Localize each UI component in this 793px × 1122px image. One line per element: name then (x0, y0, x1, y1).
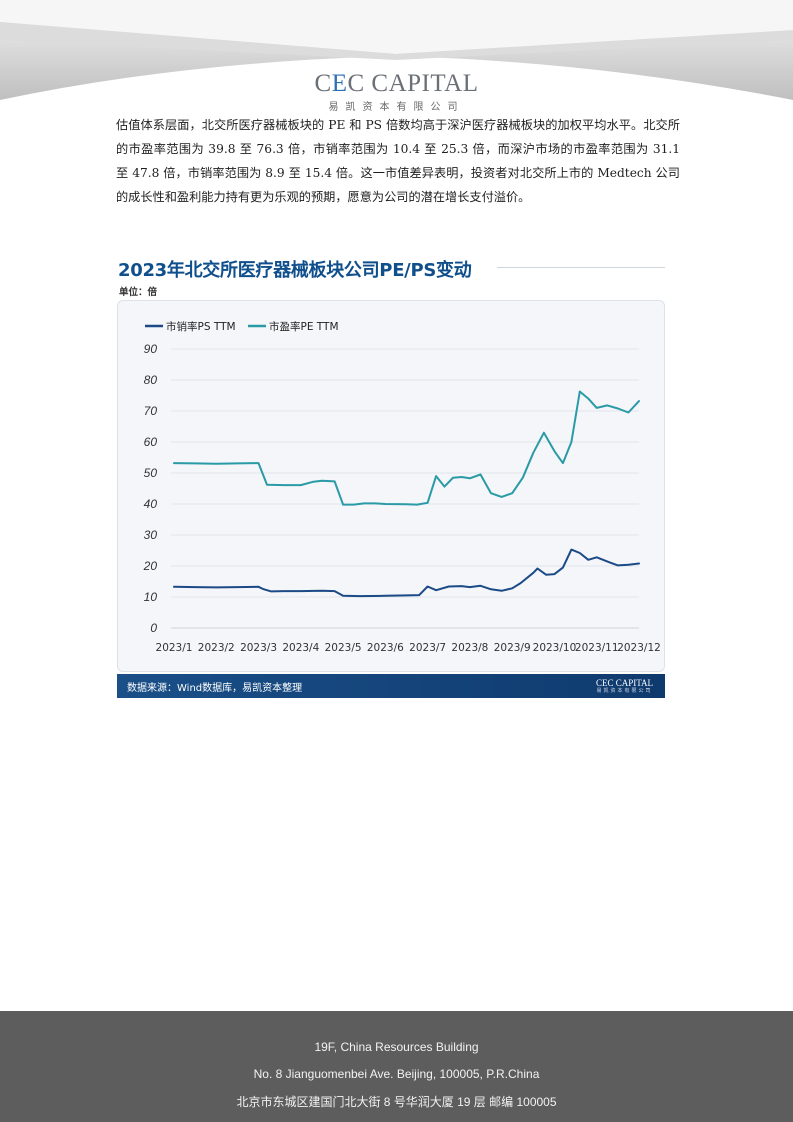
footer-address-line1: 19F, China Resources Building (314, 1040, 479, 1054)
source-bar: 数据来源：Wind数据库，易凯资本整理 CEC CAPITAL 易凯资本有限公司 (117, 674, 665, 698)
footer-address-line2: No. 8 Jianguomenbei Ave. Beijing, 100005… (253, 1067, 540, 1081)
y-tick-label: 0 (150, 621, 157, 635)
y-tick-label: 70 (144, 404, 158, 418)
x-tick-label: 2023/2 (198, 642, 235, 654)
x-tick-label: 2023/12 (617, 642, 661, 654)
x-tick-label: 2023/7 (409, 642, 446, 654)
x-tick-label: 2023/5 (325, 642, 362, 654)
source-note: 数据来源：Wind数据库，易凯资本整理 (127, 683, 303, 694)
x-tick-label: 2023/8 (451, 642, 488, 654)
legend-label: 市销率PS TTM (166, 320, 236, 333)
x-tick-label: 2023/6 (367, 642, 404, 654)
y-tick-label: 20 (143, 559, 158, 573)
y-tick-label: 10 (144, 590, 158, 604)
series-line-pe (173, 390, 640, 506)
chart-title: 2023年北交所医疗器械板块公司PE/PS变动 (118, 260, 472, 281)
body-paragraph: 估值体系层面，北交所医疗器械板块的 PE 和 PS 倍数均高于深沪医疗器械板块的… (116, 118, 680, 204)
y-tick-label: 40 (144, 497, 158, 511)
line-chart: 0 10 20 30 40 50 60 70 80 90 2023/1 2023/2 2023/3 202… (143, 320, 661, 654)
company-logo-subtitle: 易凯资本有限公司 (328, 102, 465, 113)
company-logo: CEC CAPITAL 易凯资本有限公司 (0, 70, 793, 113)
y-tick-label: 80 (144, 373, 158, 387)
chart-unit-label: 单位：倍 (119, 287, 158, 298)
title-divider (497, 267, 665, 268)
source-logo: CEC CAPITAL 易凯资本有限公司 (595, 678, 653, 694)
y-tick-label: 50 (144, 466, 158, 480)
x-tick-label: 2023/11 (575, 642, 619, 654)
chart-panel (117, 300, 665, 672)
x-tick-label: 2023/4 (282, 642, 319, 654)
footer-address-line3: 北京市东城区建国门北大街 8 号华润大厦 19 层 邮编 100005 (236, 1095, 557, 1109)
x-tick-label: 2023/10 (533, 642, 577, 654)
x-tick-label: 2023/1 (156, 642, 193, 654)
legend-label: 市盈率PE TTM (269, 320, 339, 333)
x-tick-label: 2023/3 (240, 642, 277, 654)
series-line-ps (173, 548, 640, 598)
y-tick-label: 90 (144, 342, 158, 356)
x-tick-label: 2023/9 (494, 642, 531, 654)
header-decoration (0, 0, 793, 100)
y-tick-label: 30 (144, 528, 158, 542)
y-tick-label: 60 (144, 435, 158, 449)
footer: 19F, China Resources Building No. 8 Jian… (0, 1011, 793, 1122)
